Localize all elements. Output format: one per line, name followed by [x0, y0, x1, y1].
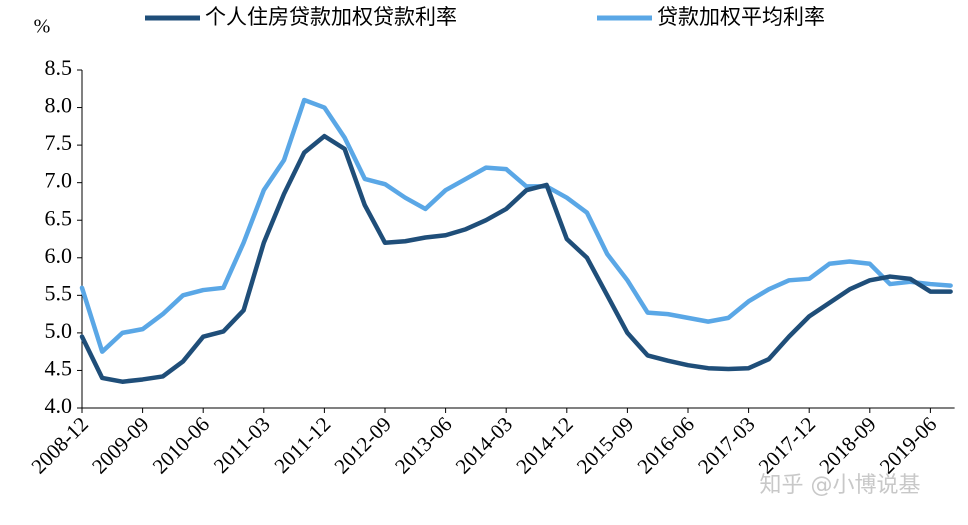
series-line [79, 97, 953, 354]
series-line [79, 133, 953, 384]
y-tick-label: 6.0 [45, 243, 73, 268]
y-tick-label: 5.5 [45, 280, 73, 305]
y-tick-label: 7.0 [45, 168, 73, 193]
y-tick-label: 8.5 [45, 55, 73, 80]
x-tick-label: 2013-06 [390, 412, 456, 478]
y-tick-label: 4.0 [45, 393, 73, 418]
x-tick-label: 2018-09 [814, 412, 880, 478]
y-axis-label: % [34, 16, 51, 38]
x-tick-label: 2010-06 [148, 412, 214, 478]
y-tick-label: 5.0 [45, 318, 73, 343]
y-tick-label: 4.5 [45, 355, 73, 380]
y-tick-label: 6.5 [45, 205, 73, 230]
x-tick-label: 2017-03 [693, 412, 759, 478]
x-tick-label: 2011-03 [209, 412, 275, 478]
x-tick-label: 2016-06 [632, 412, 698, 478]
x-tick-label: 2012-09 [329, 412, 395, 478]
x-tick-label: 2008-12 [26, 412, 92, 478]
x-tick-label: 2014-03 [451, 412, 517, 478]
x-tick-label: 2011-12 [269, 412, 335, 478]
y-tick-label: 8.0 [45, 93, 73, 118]
watermark: 知乎 @小博说基 [760, 473, 921, 498]
x-tick-label: 2009-09 [87, 412, 153, 478]
legend-label: 贷款加权平均利率 [657, 5, 825, 29]
legend-label: 个人住房贷款加权贷款利率 [205, 5, 457, 29]
y-tick-label: 7.5 [45, 130, 73, 155]
x-tick-label: 2017-12 [754, 412, 820, 478]
x-tick-label: 2019-06 [875, 412, 941, 478]
x-tick-label: 2014-12 [511, 412, 577, 478]
x-tick-label: 2015-09 [572, 412, 638, 478]
